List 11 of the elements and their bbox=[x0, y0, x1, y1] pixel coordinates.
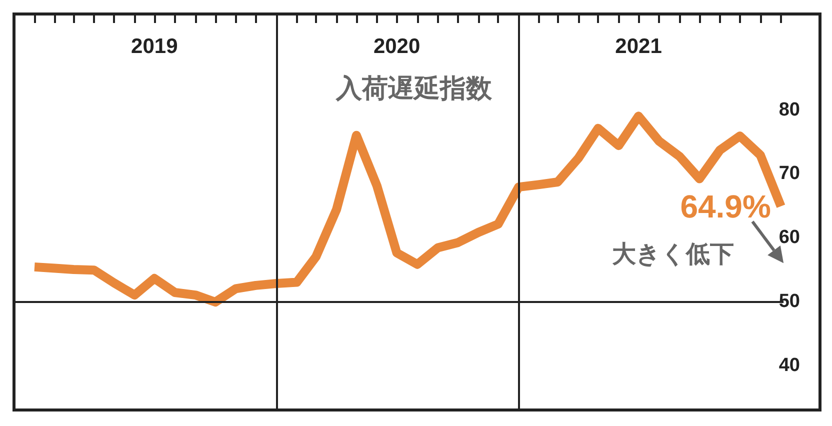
x-tick-label: 2021 bbox=[615, 35, 662, 58]
annotation: 大きく低下 bbox=[612, 240, 734, 268]
series-label: 入荷遅延指数 bbox=[335, 74, 493, 104]
y-tick-label: 40 bbox=[778, 354, 800, 376]
y-tick-label: 60 bbox=[778, 227, 800, 248]
x-tick-label: 2019 bbox=[131, 35, 178, 58]
y-tick-label: 80 bbox=[778, 99, 800, 120]
data-label: 64.9% bbox=[680, 188, 771, 224]
x-tick-label: 2020 bbox=[373, 35, 420, 58]
y-tick-label: 70 bbox=[778, 163, 800, 184]
y-tick-label: 50 bbox=[778, 290, 800, 312]
